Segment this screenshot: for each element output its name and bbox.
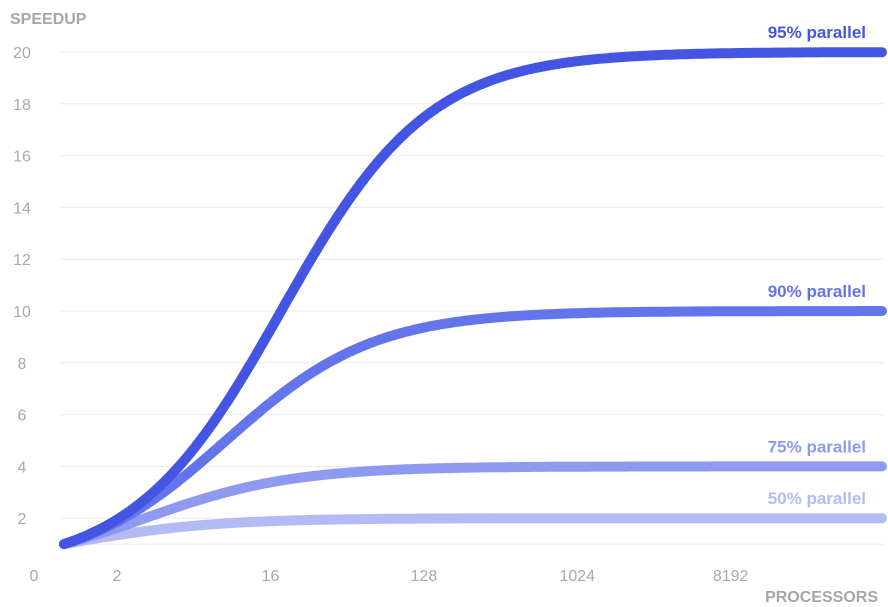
x-tick-label: 16	[262, 568, 280, 585]
y-tick-label: 4	[18, 459, 27, 476]
y-tick-label: 14	[13, 200, 31, 217]
series-curves	[59, 47, 887, 550]
x-axis-title: PROCESSORS	[765, 589, 878, 606]
y-tick-label: 20	[13, 45, 31, 62]
x-origin-tick-label: 0	[30, 568, 39, 585]
series-line	[59, 306, 887, 550]
y-tick-label: 16	[13, 149, 31, 166]
x-tick-label: 2	[113, 568, 122, 585]
x-tick-label: 8192	[713, 568, 749, 585]
series-line	[59, 513, 887, 550]
y-axis-title: SPEEDUP	[10, 11, 87, 28]
y-tick-label: 6	[18, 408, 27, 425]
y-tick-label: 2	[18, 511, 27, 528]
y-tick-label: 18	[13, 97, 31, 114]
series-line	[59, 461, 887, 550]
series-label: 75% parallel	[768, 437, 866, 456]
series-label: 90% parallel	[768, 282, 866, 301]
y-tick-label: 8	[18, 356, 27, 373]
series-label: 95% parallel	[768, 23, 866, 42]
y-axis-ticks: 2 4 6 8 10 12 14 16 18 20	[13, 45, 31, 528]
x-axis-ticks: 2 16 128 1024 8192	[113, 568, 749, 585]
y-tick-label: 12	[13, 252, 31, 269]
series-labels: 50% parallel 75% parallel 90% parallel 95% …	[768, 23, 866, 508]
series-label: 50% parallel	[768, 489, 866, 508]
x-tick-label: 1024	[559, 568, 595, 585]
series-line	[59, 47, 887, 550]
x-tick-label: 128	[411, 568, 438, 585]
y-tick-label: 10	[13, 304, 31, 321]
